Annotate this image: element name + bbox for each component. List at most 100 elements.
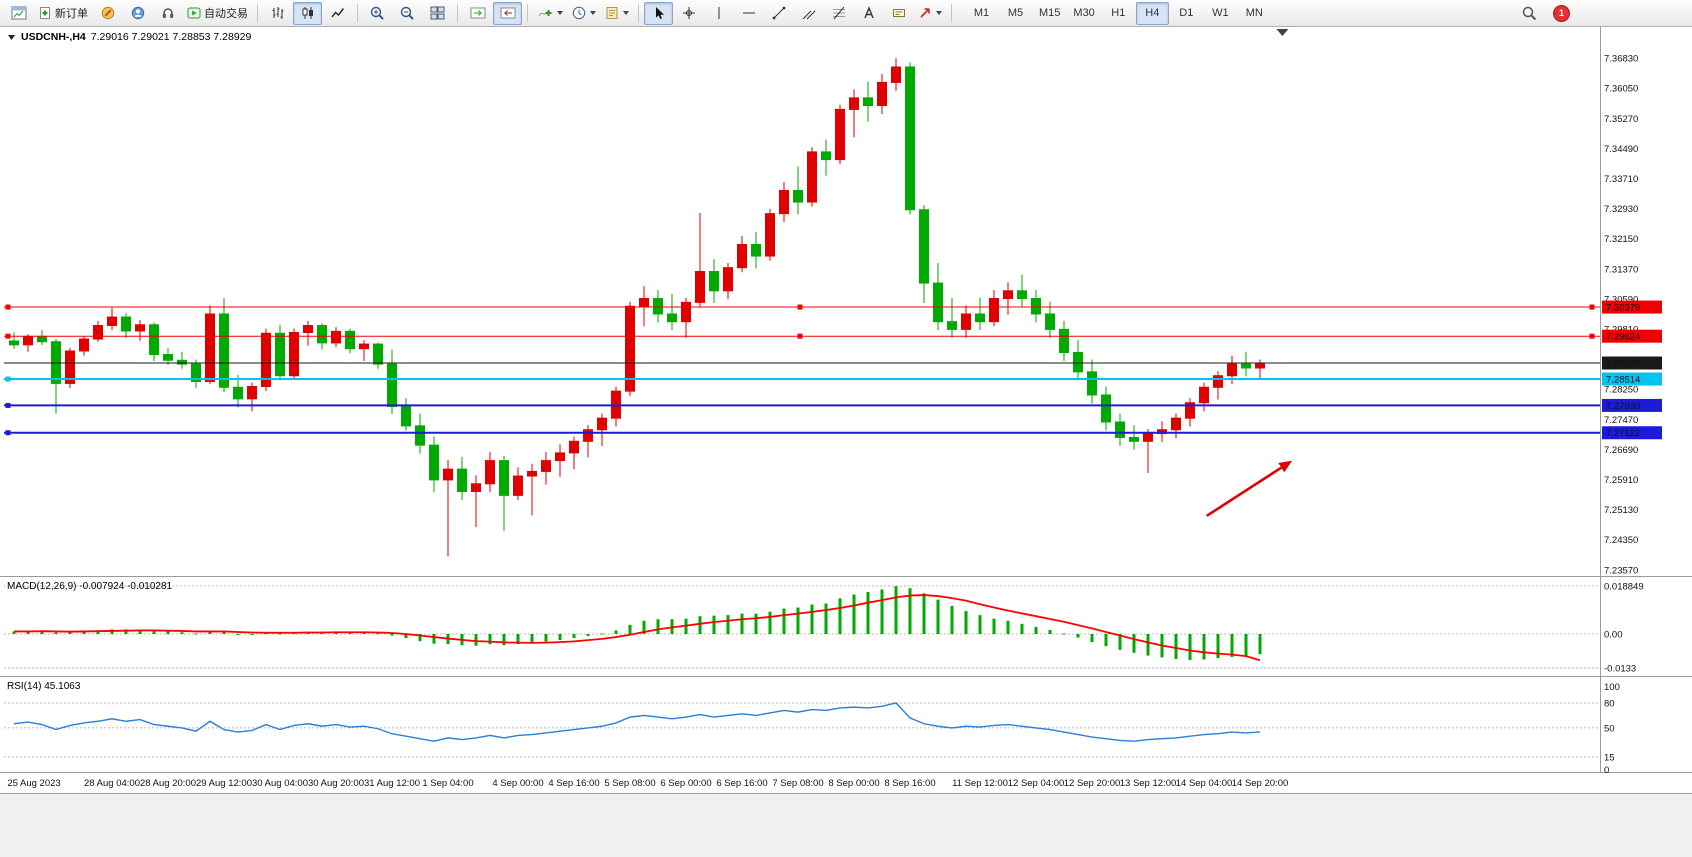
zoom-out-button[interactable] <box>393 2 422 25</box>
tile-windows-button[interactable] <box>423 2 452 25</box>
candle-body <box>107 316 117 327</box>
channel-button[interactable] <box>794 2 823 25</box>
svg-text:7.36830: 7.36830 <box>1604 54 1638 65</box>
svg-text:30 Aug 04:00: 30 Aug 04:00 <box>252 778 308 789</box>
candle-body <box>37 335 47 343</box>
timeframe-h4[interactable]: H4 <box>1135 1 1169 25</box>
horizontal-line-button[interactable] <box>734 2 763 25</box>
headset-icon <box>162 8 173 18</box>
rsi-label: RSI(14) 45.1063 <box>7 681 80 692</box>
periods-icon <box>572 6 586 20</box>
auto-scroll-button[interactable] <box>463 2 492 25</box>
candle-body <box>1227 363 1237 377</box>
svg-text:8 Sep 00:00: 8 Sep 00:00 <box>828 778 879 789</box>
candle-body <box>751 243 761 257</box>
compass-button[interactable] <box>93 2 122 25</box>
candle-body <box>695 271 705 303</box>
macd-values: -0.007924 -0.010281 <box>79 581 173 592</box>
candle-body <box>275 332 285 377</box>
headset-button[interactable] <box>153 2 182 25</box>
macd-name: MACD(12,26,9) <box>7 581 77 592</box>
profile-button[interactable] <box>123 2 152 25</box>
timeframe-m15[interactable]: M15 <box>1039 7 1061 19</box>
macd-label: MACD(12,26,9) -0.007924 -0.010281 <box>7 581 172 592</box>
macd-signal-line <box>14 594 1261 662</box>
candle-body <box>443 468 453 481</box>
timeframe-mn[interactable]: MN <box>1245 7 1263 19</box>
chart-header: USDCNH-,H4 7.29016 7.29021 7.28853 7.289… <box>7 31 251 43</box>
candle-body <box>1199 386 1209 404</box>
candle-body <box>793 189 803 203</box>
symbol-dropdown-icon[interactable] <box>7 33 16 41</box>
arrows-tool-button[interactable] <box>914 2 946 25</box>
line-chart-button[interactable] <box>323 2 352 25</box>
zoom-in-button[interactable] <box>363 2 392 25</box>
chart-window-button[interactable] <box>4 2 33 25</box>
zoom-in-icon <box>370 6 384 20</box>
candle-body <box>219 313 229 388</box>
candle-body <box>989 298 999 323</box>
candle-body <box>919 209 929 284</box>
candle-body <box>1003 290 1013 300</box>
notification-badge[interactable]: 1 <box>1553 4 1570 22</box>
candle-body <box>513 475 523 496</box>
timeframe-m5[interactable]: M5 <box>1007 7 1024 19</box>
candle-body <box>79 338 89 352</box>
timeframe-m1[interactable]: M1 <box>973 7 990 19</box>
trendline-icon <box>772 6 785 20</box>
timeframe-w1[interactable]: W1 <box>1212 7 1229 19</box>
ohlc-bars-button[interactable] <box>263 2 292 25</box>
cursor-icon <box>655 7 664 19</box>
vertical-line-button[interactable] <box>704 2 733 25</box>
indicators-button[interactable] <box>533 2 567 25</box>
text-tool-button[interactable] <box>854 2 883 25</box>
search-button[interactable] <box>1515 2 1544 25</box>
crosshair-button[interactable] <box>674 2 703 25</box>
timeframe-h1[interactable]: H1 <box>1111 7 1126 19</box>
timeframe-m30[interactable]: M30 <box>1073 7 1095 19</box>
candle-body <box>65 350 75 384</box>
templates-button[interactable] <box>601 2 633 25</box>
periods-button[interactable] <box>568 2 600 25</box>
svg-text:50: 50 <box>1604 723 1615 734</box>
svg-text:15: 15 <box>1604 753 1615 764</box>
price-tag: 7.30379 <box>1602 300 1662 314</box>
svg-text:14 Sep 20:00: 14 Sep 20:00 <box>1232 778 1289 789</box>
auto-trading-button[interactable]: 自动交易 <box>183 2 252 25</box>
svg-text:11 Sep 12:00: 11 Sep 12:00 <box>952 778 1008 789</box>
chart-symbol-timeframe: USDCNH-,H4 <box>21 31 86 43</box>
text-label-button[interactable] <box>884 2 913 25</box>
line-handle <box>1589 304 1595 310</box>
candle-body <box>681 301 691 323</box>
line-handle <box>5 304 11 310</box>
candlestick-chart-button[interactable] <box>293 1 322 25</box>
timeframe-d1[interactable]: D1 <box>1179 7 1194 19</box>
candle-body <box>583 429 593 442</box>
candle-body <box>1017 290 1027 300</box>
svg-text:80: 80 <box>1604 698 1615 709</box>
trendline-button[interactable] <box>764 2 793 25</box>
candle-body <box>555 452 565 462</box>
chart-shift-button[interactable] <box>493 1 522 25</box>
fibonacci-button[interactable] <box>824 2 853 25</box>
candle-body <box>401 406 411 427</box>
svg-text:29 Aug 12:00: 29 Aug 12:00 <box>196 778 252 789</box>
search-icon <box>1522 6 1537 20</box>
candle-body <box>597 417 607 431</box>
candle-body <box>1101 394 1111 423</box>
price-tag: 7.28929 <box>1602 356 1662 370</box>
svg-text:14 Sep 04:00: 14 Sep 04:00 <box>1176 778 1233 789</box>
toolbar-separator <box>638 4 639 22</box>
ohlc-bars-icon <box>272 7 283 19</box>
svg-text:-0.0133: -0.0133 <box>1604 663 1636 674</box>
new-order-button[interactable]: 新订单 <box>34 2 92 25</box>
svg-text:7.30590: 7.30590 <box>1604 294 1638 305</box>
candle-body <box>1087 371 1097 396</box>
candle-body <box>177 359 187 365</box>
main-toolbar: 新订单 自动交易 <box>0 0 1692 27</box>
cursor-button[interactable] <box>644 1 673 25</box>
toolbar-separator <box>951 4 952 22</box>
templates-icon <box>606 7 618 19</box>
arrows-icon <box>920 8 930 18</box>
